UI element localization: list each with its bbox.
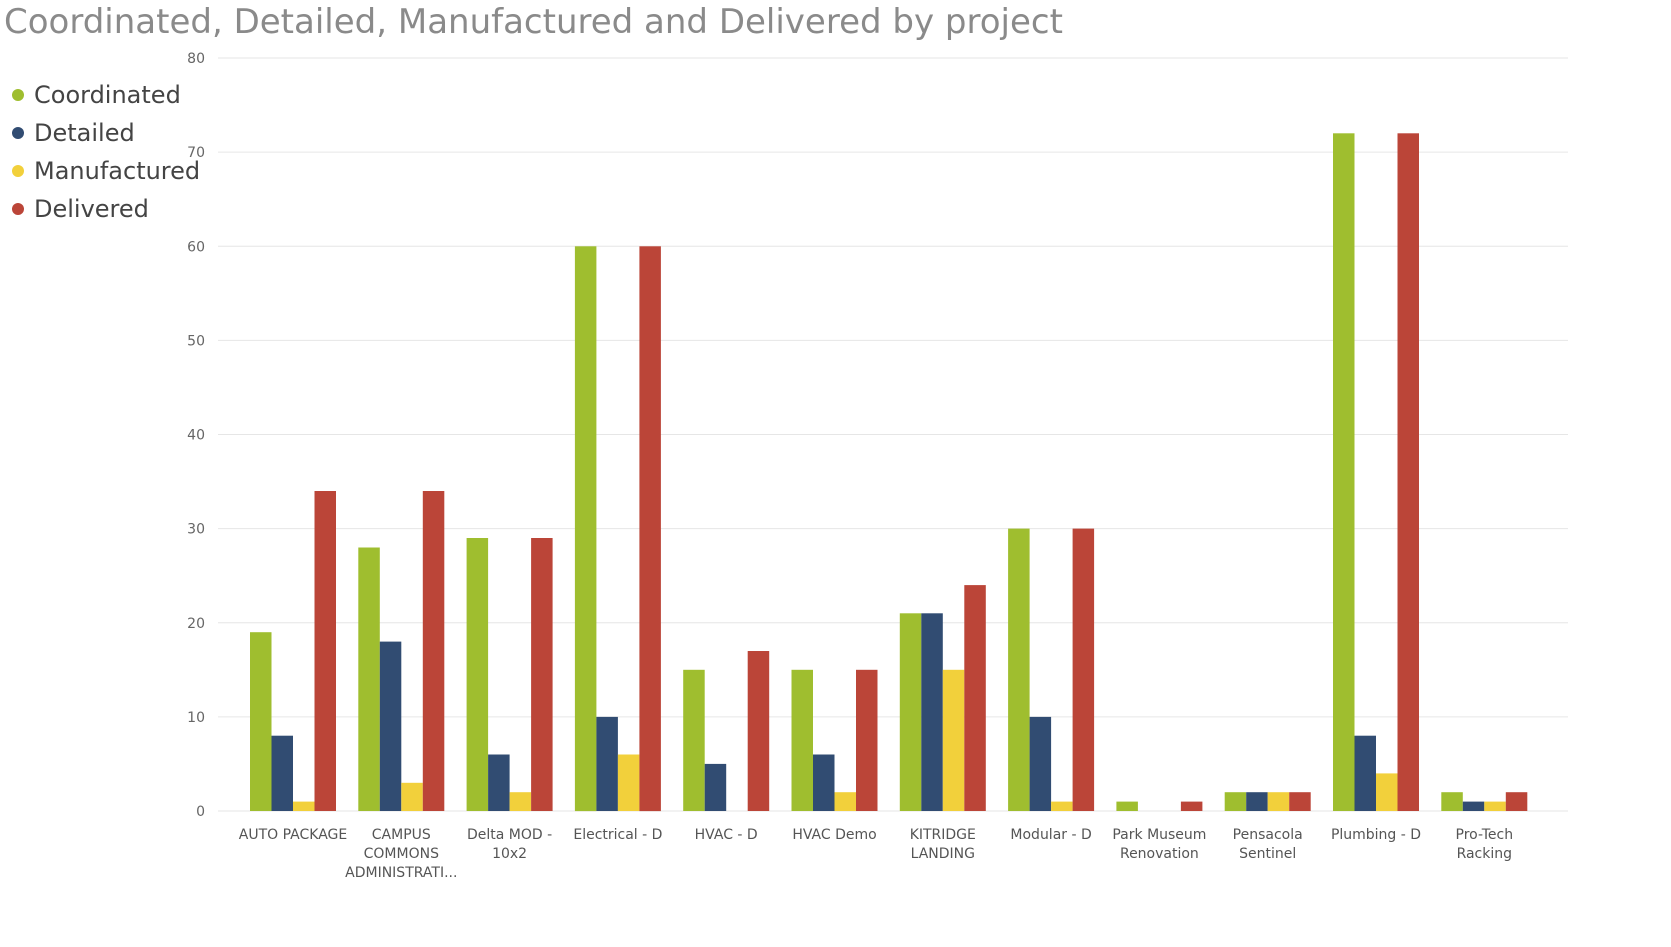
- bar-detailed[interactable]: [921, 613, 943, 811]
- legend-item-detailed[interactable]: Detailed: [12, 114, 200, 152]
- bar-manufactured[interactable]: [942, 669, 965, 811]
- bar-coordinated[interactable]: [1333, 133, 1355, 812]
- bar-delivered[interactable]: [531, 538, 553, 811]
- x-tick-label: LANDING: [911, 846, 975, 862]
- x-tick-label: Plumbing - D: [1331, 827, 1421, 843]
- x-tick-label: Pro-Tech: [1456, 827, 1514, 843]
- legend-dot-icon: [12, 203, 24, 215]
- bar-detailed[interactable]: [813, 754, 835, 812]
- y-tick-label: 10: [187, 710, 205, 726]
- y-tick-label: 70: [187, 145, 205, 161]
- bar-manufactured[interactable]: [401, 782, 423, 811]
- bar-delivered[interactable]: [1072, 528, 1095, 811]
- x-tick-label: CAMPUS: [372, 827, 431, 843]
- legend-label: Delivered: [34, 195, 149, 223]
- bar-coordinated[interactable]: [1224, 792, 1247, 811]
- x-tick-label: HVAC Demo: [792, 827, 876, 843]
- bar-coordinated[interactable]: [1441, 792, 1463, 811]
- bar-coordinated[interactable]: [683, 669, 705, 811]
- y-tick-label: 30: [187, 522, 205, 538]
- y-tick-label: 80: [187, 51, 205, 67]
- bar-detailed[interactable]: [1462, 801, 1485, 811]
- chart-title: Coordinated, Detailed, Manufactured and …: [4, 2, 1063, 42]
- bar-coordinated[interactable]: [1008, 528, 1030, 811]
- bar-delivered[interactable]: [1505, 792, 1528, 811]
- bar-manufactured[interactable]: [509, 792, 532, 811]
- bar-coordinated[interactable]: [466, 538, 489, 811]
- bar-coordinated[interactable]: [1116, 801, 1138, 811]
- x-tick-label: Modular - D: [1010, 827, 1091, 843]
- bar-manufactured[interactable]: [293, 801, 315, 811]
- x-tick-label: AUTO PACKAGE: [239, 827, 347, 843]
- legend-item-delivered[interactable]: Delivered: [12, 190, 200, 228]
- x-tick-label: Electrical - D: [573, 827, 662, 843]
- x-tick-label: KITRIDGE: [910, 827, 976, 843]
- bar-detailed[interactable]: [271, 735, 294, 811]
- x-tick-label: ADMINISTRATI...: [345, 865, 457, 881]
- legend-label: Coordinated: [34, 81, 181, 109]
- x-tick-label: 10x2: [492, 846, 527, 862]
- y-tick-label: 0: [196, 804, 205, 820]
- bar-detailed[interactable]: [488, 754, 510, 812]
- x-tick-label: Park Museum: [1112, 827, 1206, 843]
- bar-coordinated[interactable]: [574, 246, 597, 812]
- x-tick-label: Pensacola: [1233, 827, 1303, 843]
- legend-dot-icon: [12, 127, 24, 139]
- bar-delivered[interactable]: [1397, 133, 1420, 812]
- bar-manufactured[interactable]: [1267, 792, 1290, 811]
- bar-coordinated[interactable]: [791, 669, 814, 811]
- legend-item-manufactured[interactable]: Manufactured: [12, 152, 200, 190]
- bar-manufactured[interactable]: [1376, 773, 1398, 811]
- x-tick-label: Renovation: [1120, 846, 1199, 862]
- bar-coordinated[interactable]: [358, 547, 380, 812]
- y-tick-label: 40: [187, 428, 205, 444]
- bar-delivered[interactable]: [856, 669, 878, 811]
- bar-manufactured[interactable]: [1484, 801, 1506, 811]
- x-tick-label: HVAC - D: [695, 827, 758, 843]
- bar-delivered[interactable]: [1289, 792, 1311, 811]
- bar-coordinated[interactable]: [899, 613, 922, 811]
- bar-detailed[interactable]: [704, 763, 727, 811]
- bar-detailed[interactable]: [596, 716, 618, 811]
- bar-detailed[interactable]: [379, 641, 402, 811]
- x-tick-label: COMMONS: [364, 846, 439, 862]
- legend: Coordinated Detailed Manufactured Delivered: [12, 76, 200, 228]
- y-tick-label: 50: [187, 333, 205, 349]
- bar-delivered[interactable]: [314, 491, 337, 811]
- x-tick-label: Sentinel: [1239, 846, 1296, 862]
- y-tick-label: 20: [187, 616, 205, 632]
- legend-label: Detailed: [34, 119, 135, 147]
- bar-delivered[interactable]: [964, 585, 986, 811]
- legend-dot-icon: [12, 89, 24, 101]
- bar-manufactured[interactable]: [617, 754, 640, 812]
- legend-item-coordinated[interactable]: Coordinated: [12, 76, 200, 114]
- bar-detailed[interactable]: [1029, 716, 1052, 811]
- bar-delivered[interactable]: [747, 651, 770, 811]
- bar-manufactured[interactable]: [834, 792, 857, 811]
- bar-detailed[interactable]: [1246, 792, 1268, 811]
- bar-delivered[interactable]: [1180, 801, 1203, 811]
- bar-manufactured[interactable]: [1051, 801, 1073, 811]
- legend-dot-icon: [12, 165, 24, 177]
- legend-label: Manufactured: [34, 157, 201, 185]
- y-tick-label: 60: [187, 239, 205, 255]
- x-tick-label: Racking: [1457, 846, 1512, 862]
- bar-coordinated[interactable]: [250, 632, 272, 811]
- bar-delivered[interactable]: [422, 491, 445, 811]
- bar-delivered[interactable]: [639, 246, 661, 812]
- x-tick-label: Delta MOD -: [467, 827, 552, 843]
- bar-detailed[interactable]: [1354, 735, 1377, 811]
